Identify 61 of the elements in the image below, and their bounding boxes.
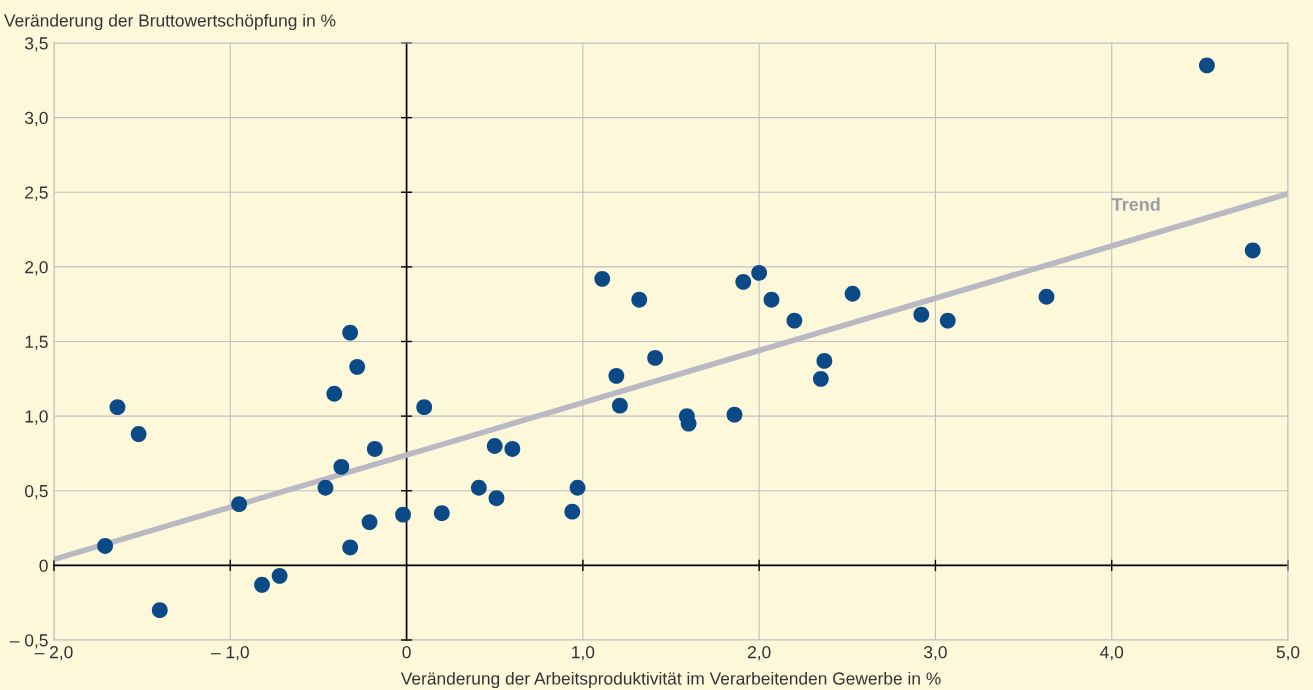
point [366, 441, 383, 457]
point [569, 479, 586, 496]
point [130, 426, 147, 442]
point [504, 441, 521, 457]
y-tick-label: 3,5 [24, 37, 48, 52]
x-tick-label: 3,0 [924, 646, 947, 661]
point [786, 312, 803, 329]
point [254, 576, 270, 593]
point [395, 506, 411, 523]
point [816, 352, 833, 369]
point [594, 270, 611, 287]
y-axis-title: Veränderung der Bruttowertschöpfung in % [4, 13, 336, 31]
point [751, 264, 768, 281]
y-tick-label: 1,0 [25, 410, 48, 425]
point [342, 324, 359, 341]
point [488, 490, 505, 507]
point [349, 358, 366, 375]
point [1198, 57, 1215, 74]
y-tick-label: 0,5 [24, 484, 48, 500]
point [231, 496, 248, 513]
point [271, 567, 288, 584]
point [97, 538, 114, 554]
point [564, 503, 581, 520]
point [470, 479, 487, 496]
point [608, 367, 625, 384]
y-tick-label: 2,5 [25, 186, 48, 201]
y-tick-label: – 0,5 [9, 634, 48, 649]
point [812, 370, 829, 387]
x-tick-label: – 1,0 [210, 646, 249, 661]
x-tick-label: 1,0 [572, 646, 595, 661]
y-tick-label: 1,5 [25, 335, 48, 351]
point [317, 479, 334, 496]
x-axis-title: Veränderung der Arbeitsproduktivität im Verarbeitenden Gewerbe in % [400, 671, 941, 689]
point [486, 438, 503, 454]
point [151, 602, 168, 619]
point [913, 306, 930, 323]
point [735, 273, 752, 290]
point [647, 350, 664, 366]
point [109, 399, 126, 416]
x-tick-label: 0 [402, 646, 411, 659]
series-label: Trend [1111, 197, 1160, 211]
point [416, 399, 433, 416]
point [1244, 242, 1261, 259]
point [326, 385, 343, 402]
point [361, 514, 378, 531]
point [1038, 288, 1055, 305]
x-tick-label: 4,0 [1100, 646, 1124, 661]
point [611, 397, 628, 414]
point [763, 291, 780, 308]
point [342, 539, 359, 556]
y-tick-label: 2,0 [25, 261, 48, 276]
point [939, 312, 956, 329]
point [726, 406, 743, 423]
x-tick-label: 2,0 [747, 646, 771, 661]
y-tick-label: 3,0 [24, 111, 48, 127]
point [844, 285, 861, 302]
x-tick-label: 5,0 [1276, 646, 1300, 661]
point [433, 505, 450, 522]
point [631, 291, 648, 308]
point [333, 458, 350, 475]
y-tick-label: 0 [39, 559, 48, 572]
